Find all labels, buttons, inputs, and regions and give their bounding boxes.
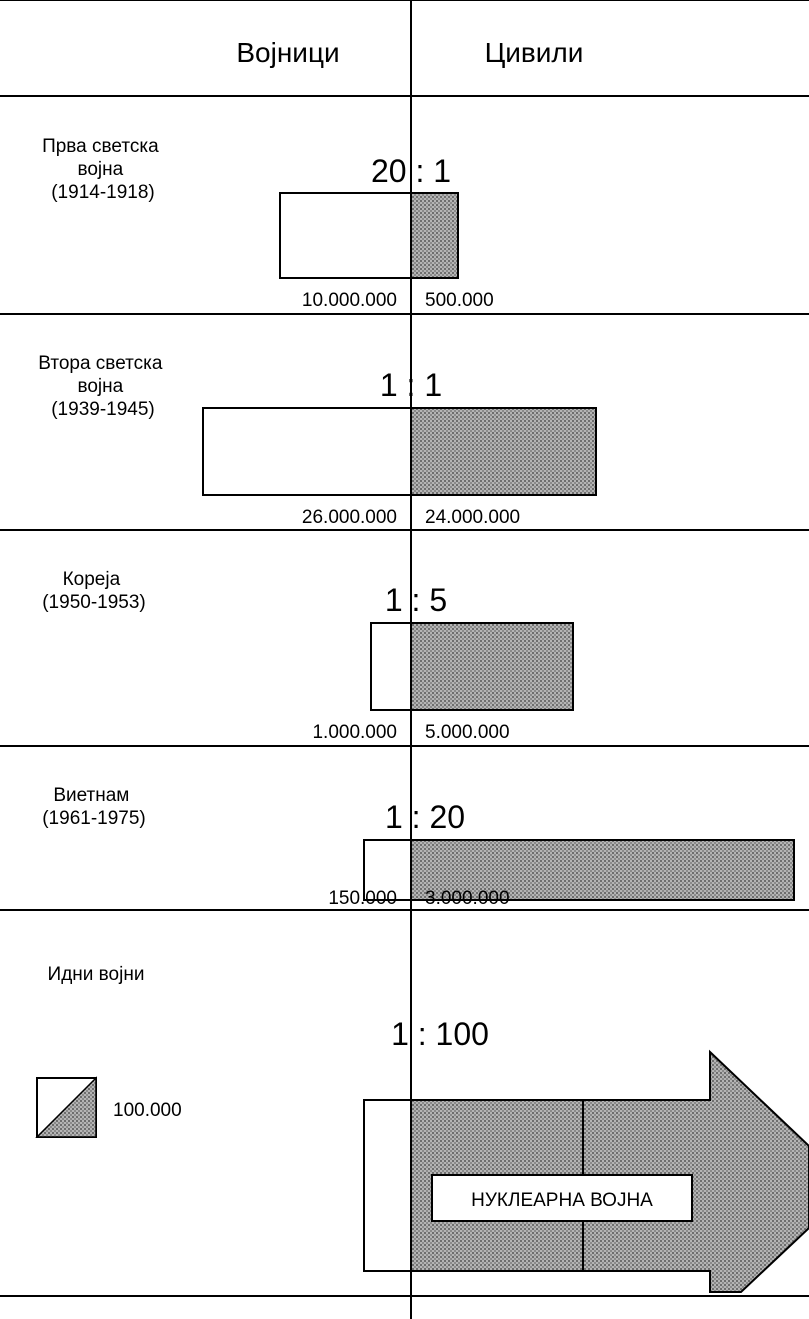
row-label-line: (1914-1918) [51, 182, 155, 203]
row-label-line: војна [77, 159, 123, 180]
soldiers-bar [363, 839, 412, 901]
soldiers-value-label: 10.000.000 [302, 290, 397, 311]
legend-unit-label: 100.000 [113, 1100, 182, 1121]
civilians-bar [410, 192, 459, 279]
row-label-line: Виетнам [53, 785, 129, 806]
civilians-value-label: 5.000.000 [425, 722, 510, 743]
row-label-line: Втора светска [38, 353, 163, 374]
legend-unit: 100.000 [35, 1076, 182, 1138]
ratio-label: 1 : 5 [385, 582, 447, 618]
row-ww2: Втора светска војна (1939-1945) 1 : 1 26… [38, 353, 597, 528]
soldiers-value-label: 26.000.000 [302, 507, 397, 528]
ratio-label: 1 : 100 [391, 1016, 489, 1052]
civilians-value-label: 24.000.000 [425, 507, 520, 528]
row-label: Виетнам (1961-1975) [42, 785, 146, 829]
row-label: Прва светска војна (1914-1918) [42, 136, 164, 203]
ratio-label: 1 : 1 [380, 367, 442, 403]
header-soldiers-label: Војници [236, 37, 339, 68]
header-box [0, 0, 809, 97]
row-future-wars: Идни војни 1 : 100 100.000 НУКЛЕАРНА ВОЈ… [35, 964, 809, 1293]
row-label-line: (1950-1953) [42, 592, 146, 613]
soldiers-value-label: 150.000 [328, 888, 397, 909]
nuclear-war-arrow [410, 1049, 809, 1293]
civilians-value-label: 500.000 [425, 290, 494, 311]
civilians-bar [410, 622, 574, 711]
row-label-line: Идни војни [48, 964, 145, 985]
soldiers-bar [370, 622, 412, 711]
legend-unit-hatch [35, 1076, 97, 1138]
row-label-line: Кореја [63, 569, 121, 590]
nuclear-war-label-box [431, 1174, 693, 1222]
row-korea: Кореја (1950-1953) 1 : 5 1.000.000 5.000… [42, 569, 574, 743]
civilians-bar [410, 407, 597, 496]
soldiers-bar [279, 192, 412, 279]
row-label: Кореја (1950-1953) [42, 569, 146, 613]
header-civilians-label: Цивили [485, 37, 584, 68]
row-label: Идни војни [48, 964, 145, 985]
soldiers-bar [202, 407, 412, 496]
nuclear-war-label: НУКЛЕАРНА ВОЈНА [471, 1190, 653, 1211]
row-ww1: Прва светска војна (1914-1918) 20 : 1 10… [42, 136, 494, 311]
soldiers-value-label: 1.000.000 [312, 722, 397, 743]
row-label: Втора светска војна (1939-1945) [38, 353, 167, 420]
ratio-label: 1 : 20 [385, 799, 465, 835]
row-vietnam: Виетнам (1961-1975) 1 : 20 150.000 3.000… [42, 785, 795, 909]
row-label-line: (1939-1945) [51, 399, 155, 420]
row-label-line: Прва светска [42, 136, 159, 157]
civilians-value-label: 3.000.000 [425, 888, 510, 909]
civilians-bar [410, 839, 795, 901]
row-label-line: (1961-1975) [42, 808, 146, 829]
soldiers-bar [363, 1099, 412, 1272]
row-label-line: војна [77, 376, 123, 397]
ratio-label: 20 : 1 [371, 153, 451, 189]
